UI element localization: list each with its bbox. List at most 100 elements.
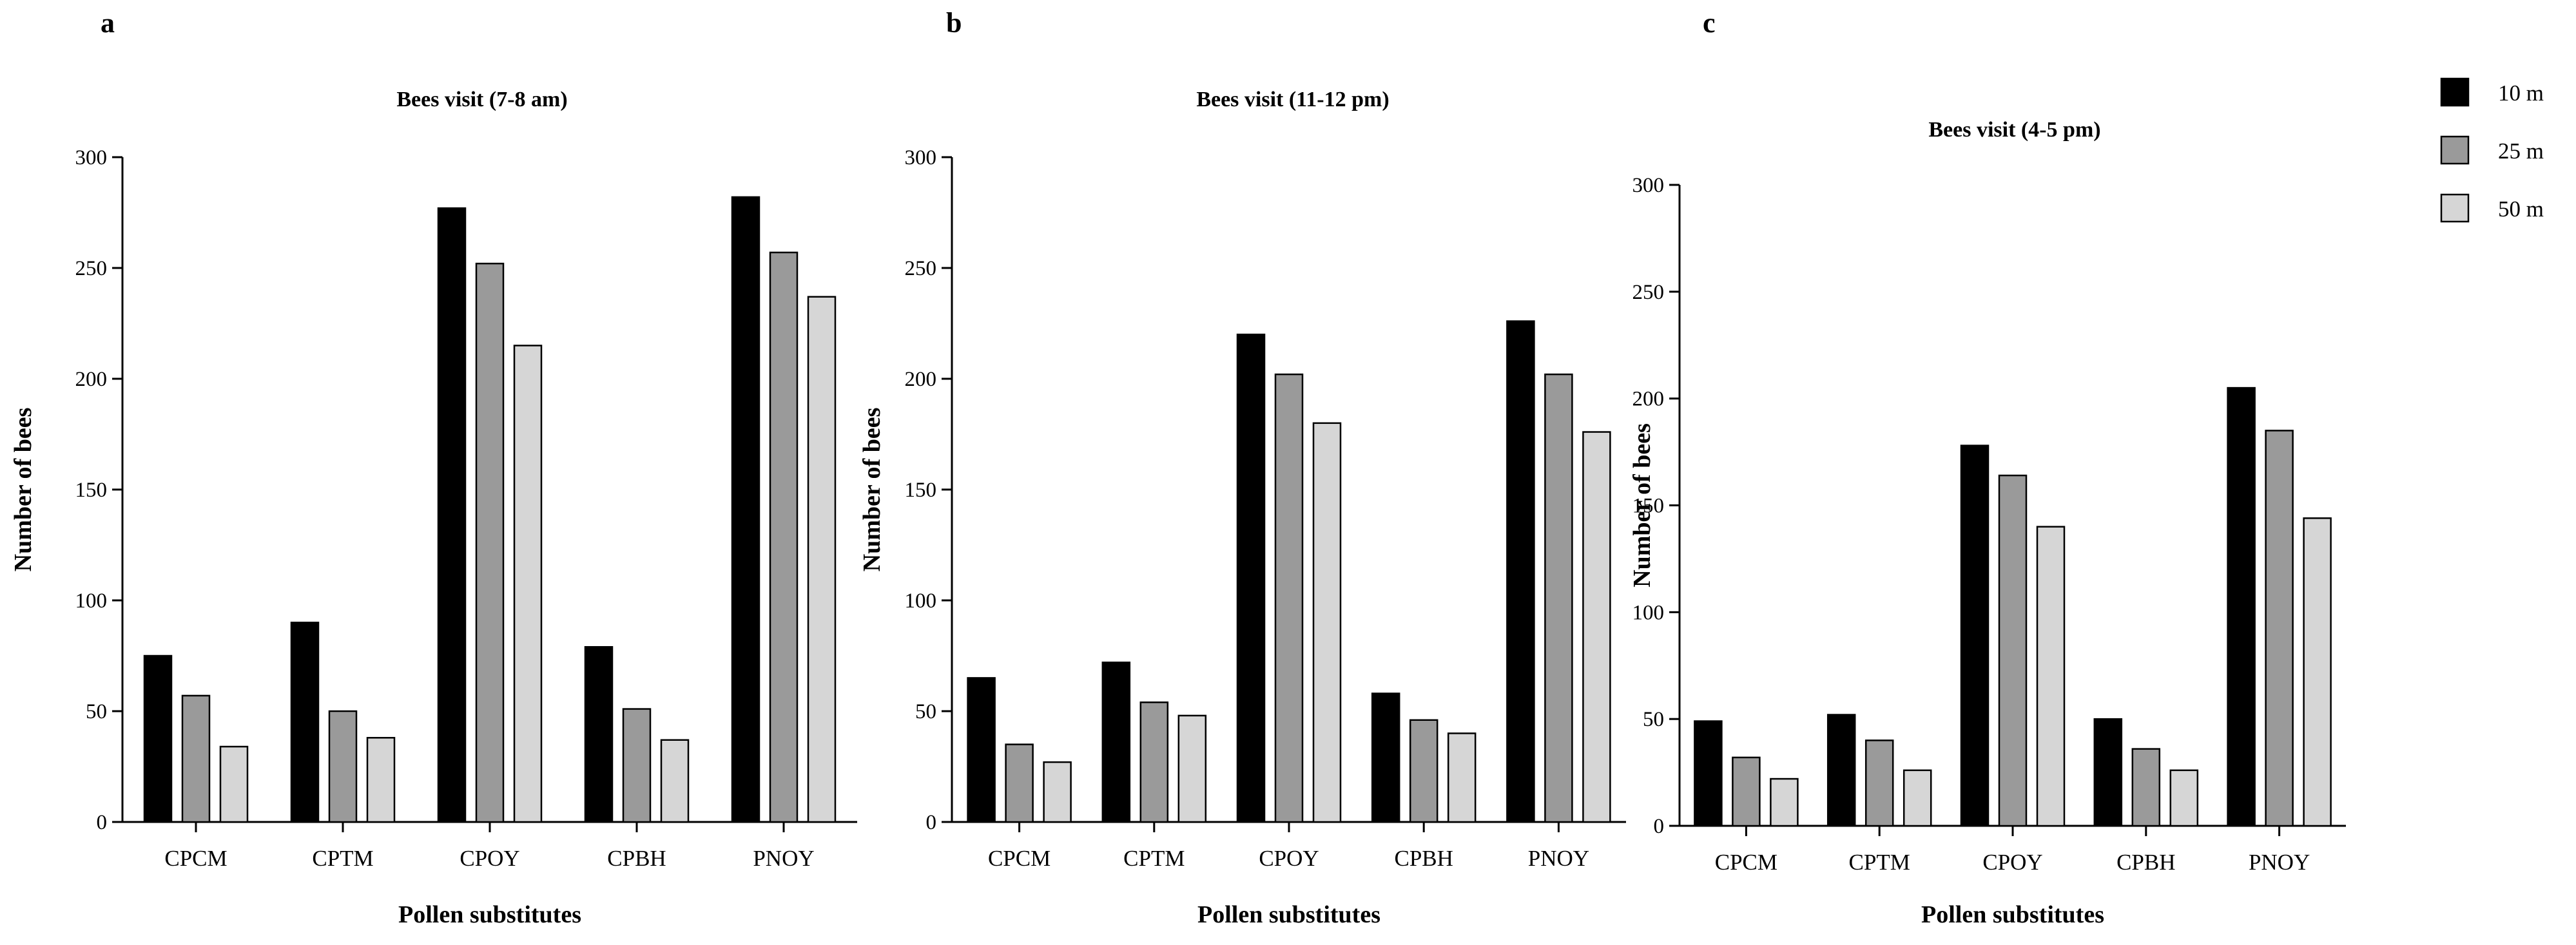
y-tick-label: 0 [926,811,937,834]
y-tick-label: 100 [905,589,937,613]
bar-b-CPOY-10m [1236,333,1266,823]
y-tick-label: 200 [75,368,108,391]
y-tick-label: 100 [1632,601,1665,624]
bar-a-CPTM-25m [328,710,358,823]
y-tick-label: 250 [75,257,108,280]
y-tick-label: 50 [86,700,107,723]
bar-a-CPBH-25m [622,708,652,823]
x-axis-label: Pollen substitutes [398,901,581,928]
legend-label: 25 m [2498,138,2544,164]
y-axis-label: Number of bees [1629,423,1656,587]
x-tick-label: CPOY [1259,846,1319,871]
bar-b-CPCM-10m [967,677,996,823]
x-tick-label: CPTM [312,846,373,871]
bar-b-CPTM-25m [1139,701,1169,823]
legend-label: 10 m [2498,81,2544,106]
bar-b-PNOY-10m [1506,320,1535,823]
bar-b-CPBH-10m [1371,692,1400,823]
chart-title: Bees visit (4-5 pm) [1928,118,2100,142]
y-tick-label: 300 [75,146,108,169]
bar-a-CPCM-10m [143,654,173,823]
y-tick-label: 300 [905,146,937,169]
bar-c-CPBH-50m [2169,769,2199,827]
legend-swatch [2440,193,2470,223]
legend-label: 50 m [2498,196,2544,222]
x-axis-label: Pollen substitutes [1197,901,1380,928]
chart-panel-c: c Bees visit (4-5 pm) 0 50 100 150 200 250 300 CP… [1629,7,2346,928]
bar-b-CPTM-50m [1177,714,1207,823]
bar-a-CPCM-25m [181,694,211,823]
bar-c-CPOY-50m [2036,526,2066,827]
legend: 10 m 25 m 50 m [2440,77,2544,223]
bar-c-PNOY-50m [2303,517,2332,827]
y-tick-label: 0 [1654,815,1665,838]
chart-panel-b: b Bees visit (11-12 pm) 0 50 100 150 200 250 300… [858,7,1626,928]
x-tick-label: CPCM [164,846,227,871]
x-tick-label: CPOY [460,846,519,871]
bar-b-CPOY-50m [1312,422,1342,823]
x-tick-label: CPBH [1394,846,1453,871]
bar-c-PNOY-10m [2227,387,2256,827]
bar-c-CPTM-10m [1826,714,1856,827]
bar-c-CPOY-25m [1998,474,2028,827]
y-tick-label: 150 [1632,495,1665,518]
panel-letter: a [101,7,115,39]
chart-title: Bees visit (11-12 pm) [1196,88,1389,111]
chart-panel-a: a Bees visit (7-8 am) 0 50 100 150 200 250 300 CP… [10,7,857,928]
bar-c-CPCM-50m [1770,778,1799,827]
bar-b-CPOY-25m [1274,373,1304,823]
legend-swatch [2440,77,2470,107]
bar-a-CPBH-50m [660,739,690,823]
bar-a-CPOY-10m [437,207,467,823]
y-tick-label: 50 [1643,708,1664,731]
y-tick-label: 250 [1632,281,1665,304]
y-axis-label: Number of bees [10,408,37,572]
panel-letter: c [1703,7,1716,39]
x-tick-label: CPCM [1715,850,1777,875]
y-tick-label: 250 [905,257,937,280]
y-tick-label: 100 [75,589,108,613]
x-tick-label: PNOY [2249,850,2310,875]
x-tick-label: PNOY [1528,846,1589,871]
bar-b-CPCM-50m [1043,761,1072,823]
bar-b-CPTM-10m [1101,662,1131,823]
bar-b-CPBH-25m [1409,719,1438,823]
bar-c-CPTM-50m [1903,769,1932,827]
x-axis-label: Pollen substitutes [1921,901,2104,928]
bar-c-CPBH-10m [2093,718,2123,827]
bar-a-CPCM-50m [219,745,249,823]
y-axis-label: Number of bees [858,408,886,572]
bar-a-CPOY-50m [513,345,543,823]
bar-c-CPOY-10m [1960,444,1990,827]
chart-title: Bees visit (7-8 am) [396,88,567,111]
y-tick-label: 200 [1632,388,1665,411]
panel-letter: b [946,7,962,39]
x-tick-label: CPBH [2116,850,2175,875]
x-tick-label: CPBH [607,846,666,871]
bar-a-CPOY-25m [475,262,505,823]
y-tick-label: 150 [905,479,937,502]
bar-a-CPTM-10m [290,622,320,823]
y-tick-label: 0 [97,811,108,834]
x-tick-label: CPTM [1123,846,1185,871]
bar-b-PNOY-25m [1544,373,1573,823]
bar-c-CPTM-25m [1864,740,1894,827]
y-tick-label: 50 [915,700,936,723]
bar-a-PNOY-25m [769,251,799,823]
bar-c-CPCM-10m [1694,720,1723,827]
bar-c-PNOY-25m [2265,430,2294,827]
bar-a-CPBH-10m [584,645,614,823]
y-tick-label: 150 [75,479,108,502]
x-tick-label: CPOY [1982,850,2042,875]
bar-b-CPCM-25m [1005,743,1034,823]
bar-b-CPBH-50m [1447,732,1477,823]
y-tick-label: 300 [1632,174,1665,197]
bar-a-PNOY-50m [807,296,837,823]
legend-swatch [2440,135,2470,165]
x-tick-label: PNOY [753,846,814,871]
y-tick-label: 200 [905,368,937,391]
bar-a-CPTM-50m [366,737,396,823]
x-tick-label: CPCM [988,846,1051,871]
